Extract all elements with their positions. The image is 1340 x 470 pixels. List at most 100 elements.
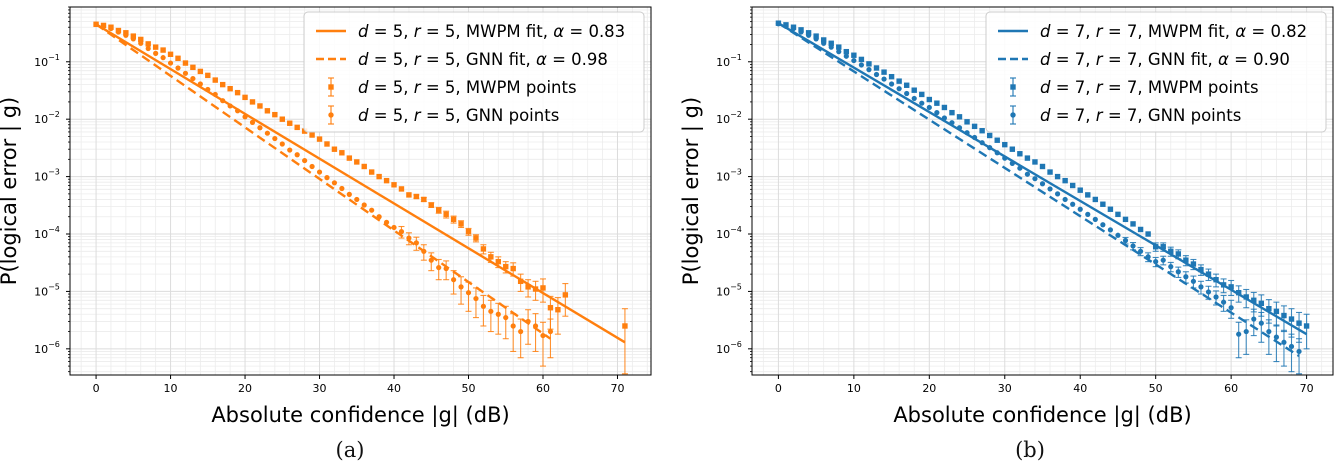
y-tick-base: 10: [716, 171, 730, 184]
mwpm-point: [287, 120, 293, 126]
legend-label-part: r: [414, 78, 422, 97]
legend-label-part: r: [1096, 22, 1104, 41]
gnn-point: [813, 36, 819, 42]
gnn-point: [205, 86, 211, 93]
legend-label-part: = 7, GNN points: [1103, 106, 1242, 125]
gnn-point: [294, 152, 300, 158]
y-tick-label: 10−6: [716, 340, 742, 356]
mwpm-point: [152, 44, 159, 50]
gnn-point: [93, 21, 99, 27]
gnn-point: [130, 36, 136, 42]
gnn-point: [873, 71, 880, 78]
caption-b: (b): [1015, 438, 1045, 462]
gnn-point: [1137, 248, 1144, 254]
gnn-point: [1198, 284, 1204, 290]
gnn-fit-line: [95, 23, 552, 340]
x-tick-label: 20: [922, 382, 936, 395]
gnn-point: [1047, 186, 1053, 192]
mwpm-point: [1228, 284, 1234, 290]
gnn-points-series: [93, 21, 554, 367]
legend-square-marker: [1010, 84, 1016, 90]
x-tick-label: 70: [1300, 382, 1314, 395]
gnn-point: [100, 23, 107, 29]
gnn-point: [421, 248, 427, 254]
legend-label-part: = 7, MWPM fit,: [1103, 22, 1236, 41]
gnn-point: [302, 157, 308, 164]
x-tick-label: 70: [610, 382, 624, 395]
gnn-point: [443, 265, 449, 272]
gnn-point: [904, 90, 910, 97]
mwpm-point: [1009, 146, 1016, 152]
y-tick-exponent: −3: [730, 168, 742, 177]
gnn-point: [197, 81, 203, 87]
gnn-point: [1077, 206, 1083, 212]
gnn-point: [309, 163, 315, 170]
mwpm-point: [1077, 187, 1083, 193]
mwpm-point: [1145, 231, 1151, 237]
mwpm-point: [227, 85, 233, 92]
mwpm-point: [383, 177, 390, 184]
mwpm-point: [828, 40, 834, 46]
gnn-point: [145, 45, 151, 52]
mwpm-point: [1168, 248, 1174, 254]
legend-label-part: = 0.83: [564, 22, 625, 41]
mwpm-point: [212, 77, 218, 83]
mwpm-point: [1024, 155, 1031, 161]
gnn-point: [234, 108, 241, 114]
gnn-point: [249, 119, 256, 125]
gnn-point: [383, 219, 390, 225]
gnn-point: [525, 318, 531, 325]
mwpm-point: [971, 123, 978, 130]
mwpm-point: [1137, 226, 1144, 233]
mwpm-point: [361, 163, 367, 170]
y-tick-base: 10: [34, 113, 48, 126]
legend: d = 5, r = 5, MWPM fit, α = 0.83d = 5, r…: [303, 11, 645, 133]
mwpm-point: [547, 305, 554, 311]
gnn-point: [257, 125, 263, 131]
mwpm-point: [1092, 196, 1099, 203]
mwpm-point: [1213, 276, 1219, 283]
gnn-point: [896, 86, 902, 92]
gnn-point: [934, 110, 940, 116]
x-tick-label: 50: [1149, 382, 1163, 395]
y-tick-exponent: −4: [730, 225, 742, 234]
legend-label-part: d: [1040, 22, 1051, 41]
mwpm-point: [413, 193, 420, 200]
gnn-point: [941, 115, 948, 121]
gnn-point: [153, 50, 159, 56]
mwpm-point: [622, 323, 628, 329]
gnn-point: [436, 264, 442, 271]
gnn-point: [1153, 259, 1159, 265]
legend-label: d = 7, r = 7, MWPM fit, α = 0.82: [1040, 22, 1307, 41]
y-tick-base: 10: [34, 171, 48, 184]
mwpm-point: [1235, 289, 1242, 296]
gnn-point: [775, 21, 782, 27]
mwpm-point: [1175, 251, 1182, 257]
gnn-point: [451, 277, 457, 283]
gnn-point: [473, 295, 479, 302]
gnn-point: [190, 75, 196, 82]
mwpm-point: [234, 89, 241, 96]
legend-label: d = 7, r = 7, GNN fit, α = 0.90: [1040, 50, 1290, 69]
legend-label-part: = 5,: [368, 78, 413, 97]
legend-label-part: α: [1218, 50, 1229, 69]
gnn-point: [458, 284, 464, 290]
gnn-point: [532, 323, 539, 329]
gnn-point: [956, 125, 963, 131]
gnn-point: [212, 91, 218, 98]
caption-a: (a): [335, 438, 365, 462]
mwpm-point: [458, 221, 464, 227]
gnn-point: [115, 29, 122, 35]
gnn-point: [1085, 211, 1091, 217]
y-tick-label: 10−2: [716, 110, 742, 126]
x-tick-label: 50: [462, 382, 476, 395]
gnn-point: [1190, 278, 1197, 284]
gnn-point: [361, 202, 367, 208]
gnn-point: [971, 134, 978, 141]
mwpm-point: [986, 132, 993, 139]
mwpm-point: [1303, 323, 1310, 329]
mwpm-point: [994, 137, 1000, 143]
plot-frame: [69, 6, 652, 376]
mwpm-point: [1130, 221, 1136, 227]
legend-label-part: = 5, GNN fit,: [421, 50, 536, 69]
